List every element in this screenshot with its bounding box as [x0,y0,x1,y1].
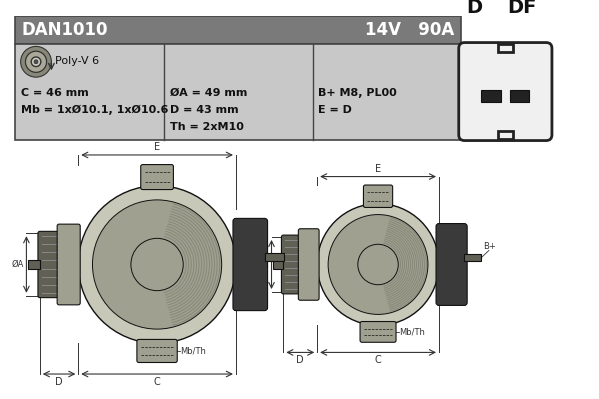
FancyBboxPatch shape [233,218,268,310]
Text: B+: B+ [483,241,496,251]
Circle shape [20,46,52,77]
Circle shape [328,215,428,314]
Bar [15,16,461,44]
Text: ØA = 49 mm: ØA = 49 mm [170,87,247,97]
Circle shape [25,51,47,72]
Text: D = 43 mm: D = 43 mm [170,105,238,115]
Circle shape [92,200,222,329]
Bar [498,131,513,138]
FancyBboxPatch shape [364,185,393,207]
Bar [510,90,530,102]
Circle shape [131,238,183,290]
Text: 14V   90A: 14V 90A [365,21,454,39]
Text: Poly-V 6: Poly-V 6 [55,56,99,66]
Text: B+ M8, PL00: B+ M8, PL00 [319,87,397,97]
Text: Mb/Th: Mb/Th [399,328,425,336]
Bar [265,253,284,261]
Text: ØA: ØA [256,260,269,269]
Text: E: E [375,164,381,174]
Text: D: D [466,0,482,18]
Circle shape [34,60,38,64]
Circle shape [317,203,439,325]
Bar [482,90,501,102]
Text: DENSO: DENSO [108,253,206,277]
FancyBboxPatch shape [360,322,396,342]
Bar [15,44,461,140]
FancyBboxPatch shape [57,224,80,305]
Text: DAN1010: DAN1010 [22,21,108,39]
FancyBboxPatch shape [298,229,319,300]
Circle shape [358,244,398,285]
Bar [273,260,283,269]
Bar [498,44,513,52]
Text: E: E [154,142,160,152]
Text: E = D: E = D [319,105,352,115]
FancyBboxPatch shape [459,43,552,140]
FancyBboxPatch shape [38,231,69,298]
Bar [28,260,40,269]
Text: D: D [55,377,63,387]
Text: Mb/Th: Mb/Th [180,346,206,356]
Text: DENSO: DENSO [335,255,421,275]
Text: C = 46 mm: C = 46 mm [20,87,89,97]
Bar [464,254,481,261]
FancyBboxPatch shape [137,340,177,362]
Text: ØA: ØA [11,260,23,269]
FancyBboxPatch shape [141,164,173,190]
Text: C: C [374,355,382,365]
Text: B+: B+ [286,240,298,249]
Text: Th = 2xM10: Th = 2xM10 [170,122,243,132]
Circle shape [31,57,41,67]
Text: D: D [297,355,304,365]
Text: C: C [154,377,161,387]
FancyBboxPatch shape [436,223,467,305]
FancyBboxPatch shape [282,235,309,294]
Text: Mb = 1xØ10.1, 1xØ10.6: Mb = 1xØ10.1, 1xØ10.6 [20,105,168,115]
Circle shape [78,186,236,343]
Text: DF: DF [507,0,537,18]
